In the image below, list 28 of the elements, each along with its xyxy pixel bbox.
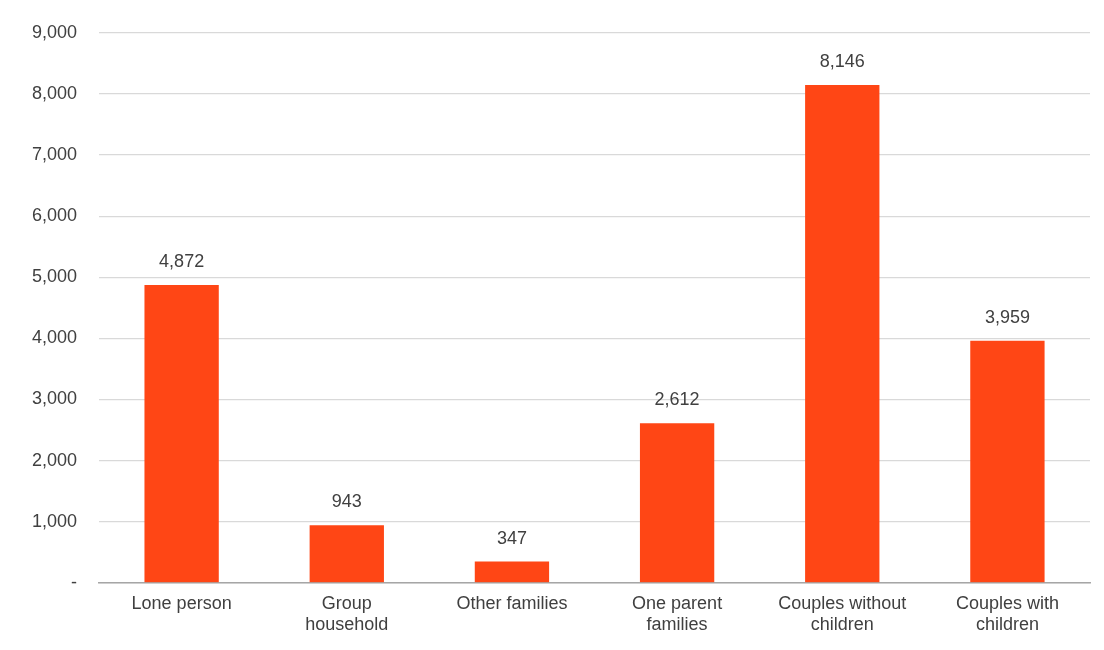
x-tick-label: Other families	[456, 592, 568, 613]
y-tick-label: -	[71, 571, 78, 592]
data-label: 2,612	[654, 389, 700, 410]
bar	[970, 340, 1045, 583]
data-label: 347	[496, 527, 527, 548]
y-tick-label: 1,000	[32, 510, 78, 531]
bar	[144, 285, 219, 583]
y-tick-label: 3,000	[32, 388, 78, 409]
y-tick-label: 6,000	[32, 205, 78, 226]
data-label: 8,146	[819, 50, 865, 71]
y-tick-label: 5,000	[32, 266, 78, 287]
y-tick-label: 9,000	[32, 21, 78, 42]
x-tick-label: One parent families	[632, 592, 723, 635]
x-tick-label: Group household	[305, 592, 389, 635]
data-label: 943	[331, 491, 362, 512]
bar	[309, 525, 384, 583]
x-tick-label: Couples with children	[955, 592, 1059, 635]
y-tick-label: 2,000	[32, 449, 78, 470]
data-label: 3,959	[984, 306, 1030, 327]
y-tick-label: 4,000	[32, 327, 78, 348]
x-tick-label: Lone person	[131, 592, 232, 613]
bar	[805, 84, 880, 583]
data-label: 4,872	[159, 251, 205, 272]
bar	[474, 561, 550, 583]
y-tick-label: 8,000	[32, 82, 78, 103]
bar	[639, 423, 715, 583]
y-tick-label: 7,000	[32, 143, 78, 164]
x-tick-label: Couples without children	[778, 592, 907, 635]
